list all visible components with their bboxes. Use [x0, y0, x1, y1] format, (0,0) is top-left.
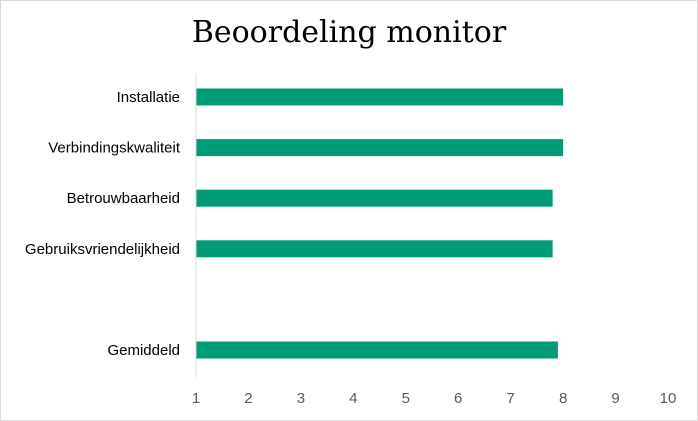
x-tick-label-5: 5	[402, 390, 410, 407]
bars-group	[196, 88, 564, 359]
x-tick-label-2: 2	[244, 390, 252, 407]
category-label-gemiddeld: Gemiddeld	[107, 342, 180, 359]
bar-gebruiksvriendelijkheid	[196, 240, 553, 258]
category-label-betrouwbaarheid: Betrouwbaarheid	[67, 190, 180, 207]
category-label-verbindingskwaliteit: Verbindingskwaliteit	[48, 140, 181, 157]
x-tick-label-10: 10	[660, 390, 677, 407]
bar-gemiddeld	[196, 341, 558, 359]
x-tick-label-4: 4	[349, 390, 357, 407]
bar-betrouwbaarheid	[196, 189, 553, 207]
x-tick-label-1: 1	[192, 390, 200, 407]
x-tick-label-7: 7	[506, 390, 514, 407]
bar-verbindingskwaliteit	[196, 139, 564, 157]
category-label-installatie: Installatie	[117, 89, 180, 106]
x-tick-label-3: 3	[297, 390, 305, 407]
category-labels: Installatie Verbindingskwaliteit Betrouwba…	[25, 89, 181, 359]
x-tick-labels: 1 2 3 4 5 6 7 8 9 10	[192, 390, 677, 407]
category-label-gebruiksvriendelijkheid: Gebruiksvriendelijkheid	[25, 241, 180, 258]
bar-installatie	[196, 88, 564, 106]
chart-title: Beoordeling monitor	[192, 15, 507, 50]
x-tick-label-6: 6	[454, 390, 462, 407]
x-tick-label-8: 8	[559, 390, 567, 407]
x-tick-label-9: 9	[611, 390, 619, 407]
